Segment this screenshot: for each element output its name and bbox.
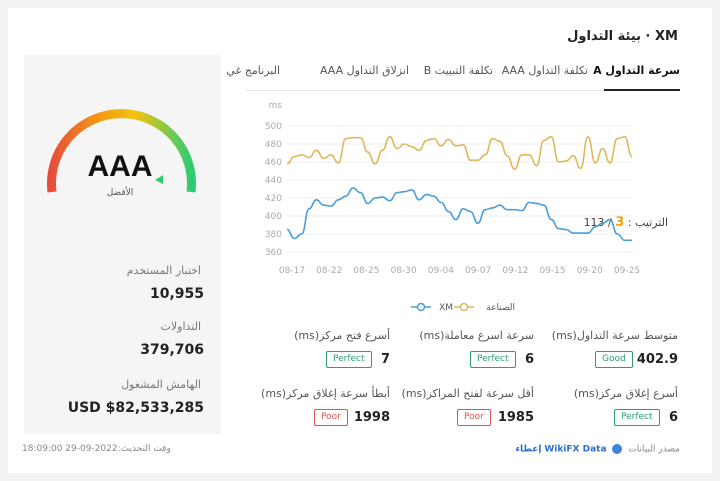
metric-label-fastest-trade: سرعة اسرع معاملة(ms) <box>419 329 534 342</box>
rating-panel: AAA الأفضل <box>24 55 221 434</box>
grade-subtitle: الأفضل <box>107 186 134 198</box>
metric-value-fastest-trade: 6 <box>524 352 534 367</box>
rank-total: / 113 <box>583 216 612 229</box>
data-source-link[interactable]: WikiFX Data <box>544 444 607 455</box>
trades-label: التداولات <box>160 320 202 333</box>
metric-badge-avg-speed: Good <box>595 351 633 368</box>
trades-value: 379,706 <box>140 342 204 358</box>
metric-value-fastest-open: 7 <box>380 352 390 367</box>
metric-label-fastest-close: أسرع إغلاق مركز(ms) <box>573 387 678 400</box>
margin-label: الهامش المشغول <box>121 378 201 391</box>
data-source-suffix[interactable]: إعطاء <box>515 444 542 455</box>
data-source: مصدر البيانات WikiFX Data إعطاء <box>515 444 680 455</box>
active-tab-indicator <box>604 89 680 91</box>
rank-row: الترتيب : 3 / 113 <box>584 215 668 230</box>
rating-gauge: AAA الأفضل <box>47 109 196 198</box>
margin-value: USD $82,533,285 <box>67 400 204 416</box>
metric-value-slowest-open: 1985 <box>497 410 534 425</box>
metric-label-avg-speed: متوسط سرعة التداول(ms) <box>551 329 678 342</box>
globe-icon <box>612 444 623 454</box>
metric-badge-fastest-trade: Perfect <box>470 351 516 368</box>
metric-value-fastest-close: 6 <box>668 410 678 425</box>
tab-software[interactable]: البرنامج غي <box>226 64 280 77</box>
rank-label: الترتيب : <box>627 216 668 229</box>
user-test-label: اختبار المستخدم <box>126 264 201 277</box>
tab-swap-cost[interactable]: تكلفة التبييت B <box>423 64 493 77</box>
user-test-value: 10,955 <box>149 286 204 302</box>
gauge-marker-icon <box>155 175 163 184</box>
metric-label-slowest-close: أبطأ سرعة إغلاق مركز(ms) <box>261 387 390 400</box>
metric-badge-fastest-open: Perfect <box>326 351 372 368</box>
gauge-arc <box>47 109 196 193</box>
page-title: XM ⋅ بيئة التداول <box>567 29 678 44</box>
metric-badge-fastest-close: Perfect <box>614 409 660 426</box>
data-source-label: مصدر البيانات <box>628 444 680 455</box>
metric-badge-slowest-close: Poor <box>314 409 348 426</box>
tab-trading-cost[interactable]: تكلفة التداول AAA <box>501 64 588 77</box>
update-time: وقت التحديث:2022-09-29 18:09:00 <box>22 444 171 454</box>
metric-badge-slowest-open: Poor <box>457 409 491 426</box>
metric-label-slowest-open: أقل سرعة لفتح المراكز(ms) <box>401 387 534 400</box>
tab-trading-speed[interactable]: سرعة التداول A <box>593 64 680 77</box>
rank-value: 3 <box>615 215 625 230</box>
metric-value-avg-speed: 402.9 <box>636 352 678 367</box>
metric-label-fastest-open: أسرع فتح مركز(ms) <box>294 329 390 342</box>
tab-bar: سرعة التداول A تكلفة التداول AAA تكلفة ا… <box>226 62 680 91</box>
metric-value-slowest-close: 1998 <box>353 410 390 425</box>
grade-value: AAA <box>88 150 153 183</box>
tab-slippage[interactable]: انزلاق التداول AAA <box>319 64 409 77</box>
